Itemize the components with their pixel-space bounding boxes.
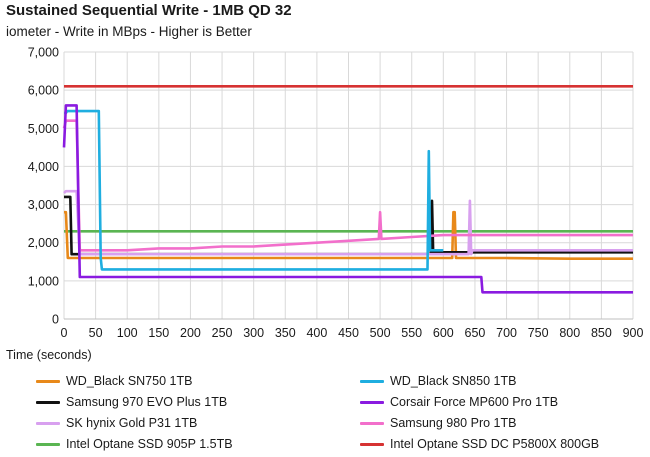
legend-item: SK hynix Gold P31 1TB — [36, 416, 197, 430]
chart-subtitle: iometer - Write in MBps - Higher is Bett… — [6, 24, 252, 39]
legend-swatch — [360, 442, 384, 446]
y-tick-label: 1,000 — [28, 274, 59, 288]
legend-swatch — [360, 400, 384, 404]
legend-item: Corsair Force MP600 Pro 1TB — [360, 395, 558, 409]
x-tick-label: 100 — [117, 326, 138, 340]
x-tick-label: 850 — [591, 326, 612, 340]
x-tick-label: 900 — [623, 326, 644, 340]
legend-label: WD_Black SN750 1TB — [66, 374, 193, 388]
legend-item: WD_Black SN850 1TB — [360, 374, 516, 388]
legend-item: Samsung 970 EVO Plus 1TB — [36, 395, 227, 409]
legend-label: Intel Optane SSD 905P 1.5TB — [66, 437, 233, 451]
x-tick-label: 550 — [401, 326, 422, 340]
y-tick-label: 6,000 — [28, 84, 59, 98]
y-tick-label: 5,000 — [28, 122, 59, 136]
series-line-1 — [64, 109, 444, 271]
x-tick-label: 700 — [496, 326, 517, 340]
x-tick-label: 300 — [243, 326, 264, 340]
x-tick-label: 500 — [370, 326, 391, 340]
legend: WD_Black SN750 1TB WD_Black SN850 1TB Sa… — [0, 370, 650, 457]
legend-swatch — [360, 379, 384, 383]
legend-label: Samsung 970 EVO Plus 1TB — [66, 395, 228, 409]
legend-swatch — [36, 400, 60, 404]
series-line-0 — [64, 210, 633, 261]
x-tick-label: 150 — [148, 326, 169, 340]
legend-item: Samsung 980 Pro 1TB — [360, 416, 516, 430]
legend-item: Intel Optane SSD DC P5800X 800GB — [360, 437, 599, 451]
x-axis-label: Time (seconds) — [6, 348, 92, 362]
series-line-3 — [62, 104, 633, 294]
x-tick-label: 200 — [180, 326, 201, 340]
y-tick-label: 4,000 — [28, 160, 59, 174]
y-tick-label: 3,000 — [28, 198, 59, 212]
chart-svg: 0 1,000 2,000 3,000 4,000 5,000 6,000 7,000 0 50 1… — [28, 46, 644, 341]
x-tick-label: 350 — [275, 326, 296, 340]
legend-label: Samsung 980 Pro 1TB — [390, 416, 517, 430]
x-tick-label: 800 — [559, 326, 580, 340]
x-tick-label: 750 — [528, 326, 549, 340]
x-tick-label: 450 — [338, 326, 359, 340]
legend-swatch — [36, 421, 60, 425]
y-tick-label: 0 — [52, 313, 59, 327]
legend-label: Intel Optane SSD DC P5800X 800GB — [390, 437, 600, 451]
x-tick-label: 600 — [433, 326, 454, 340]
legend-item: Intel Optane SSD 905P 1.5TB — [36, 437, 233, 451]
y-tick-label: 7,000 — [28, 46, 59, 60]
y-tick-label: 2,000 — [28, 236, 59, 250]
x-tick-label: 650 — [465, 326, 486, 340]
legend-swatch — [36, 379, 60, 383]
legend-item: WD_Black SN750 1TB — [36, 374, 192, 388]
chart-title: Sustained Sequential Write - 1MB QD 32 — [6, 2, 292, 19]
legend-label: WD_Black SN850 1TB — [390, 374, 517, 388]
x-tick-label: 0 — [61, 326, 68, 340]
x-tick-label: 50 — [89, 326, 103, 340]
legend-swatch — [36, 442, 60, 446]
legend-label: SK hynix Gold P31 1TB — [66, 416, 198, 430]
x-tick-label: 400 — [306, 326, 327, 340]
x-tick-label: 250 — [212, 326, 233, 340]
legend-label: Corsair Force MP600 Pro 1TB — [390, 395, 559, 409]
legend-swatch — [360, 421, 384, 425]
